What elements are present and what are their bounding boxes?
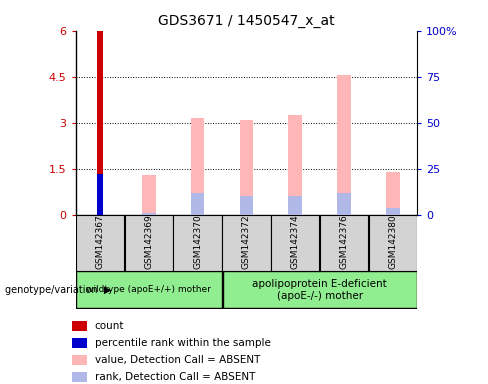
Bar [76, 215, 124, 271]
Bar [240, 196, 253, 215]
Bar [191, 118, 204, 215]
Text: GSM142374: GSM142374 [291, 214, 300, 269]
Text: GSM142367: GSM142367 [96, 214, 104, 269]
Bar [72, 321, 87, 331]
Text: percentile rank within the sample: percentile rank within the sample [95, 338, 270, 348]
Bar [337, 75, 351, 215]
Bar [142, 213, 156, 215]
Bar [240, 120, 253, 215]
Bar [223, 271, 417, 308]
Bar [271, 215, 319, 271]
Bar [125, 215, 173, 271]
Text: rank, Detection Call = ABSENT: rank, Detection Call = ABSENT [95, 372, 255, 382]
Text: GSM142369: GSM142369 [144, 214, 153, 269]
Text: apolipoprotein E-deficient
(apoE-/-) mother: apolipoprotein E-deficient (apoE-/-) mot… [252, 279, 387, 301]
Text: GSM142380: GSM142380 [388, 214, 397, 269]
Bar [369, 215, 417, 271]
Bar [386, 172, 400, 215]
Bar [288, 115, 302, 215]
Bar [72, 338, 87, 348]
Bar [223, 215, 270, 271]
Text: count: count [95, 321, 124, 331]
Text: genotype/variation  ▶: genotype/variation ▶ [5, 285, 111, 295]
Bar [142, 175, 156, 215]
Text: value, Detection Call = ABSENT: value, Detection Call = ABSENT [95, 355, 260, 365]
Text: GSM142372: GSM142372 [242, 214, 251, 269]
Bar [97, 174, 103, 215]
Bar [337, 193, 351, 215]
Text: GSM142376: GSM142376 [340, 214, 348, 269]
Bar [97, 31, 103, 215]
Bar [72, 355, 87, 365]
Bar [386, 208, 400, 215]
Text: wildtype (apoE+/+) mother: wildtype (apoE+/+) mother [86, 285, 211, 295]
Bar [191, 193, 204, 215]
Bar [174, 215, 222, 271]
Bar [72, 372, 87, 382]
Bar [76, 271, 222, 308]
Bar [320, 215, 368, 271]
Text: GSM142370: GSM142370 [193, 214, 202, 269]
Title: GDS3671 / 1450547_x_at: GDS3671 / 1450547_x_at [158, 14, 335, 28]
Bar [288, 196, 302, 215]
